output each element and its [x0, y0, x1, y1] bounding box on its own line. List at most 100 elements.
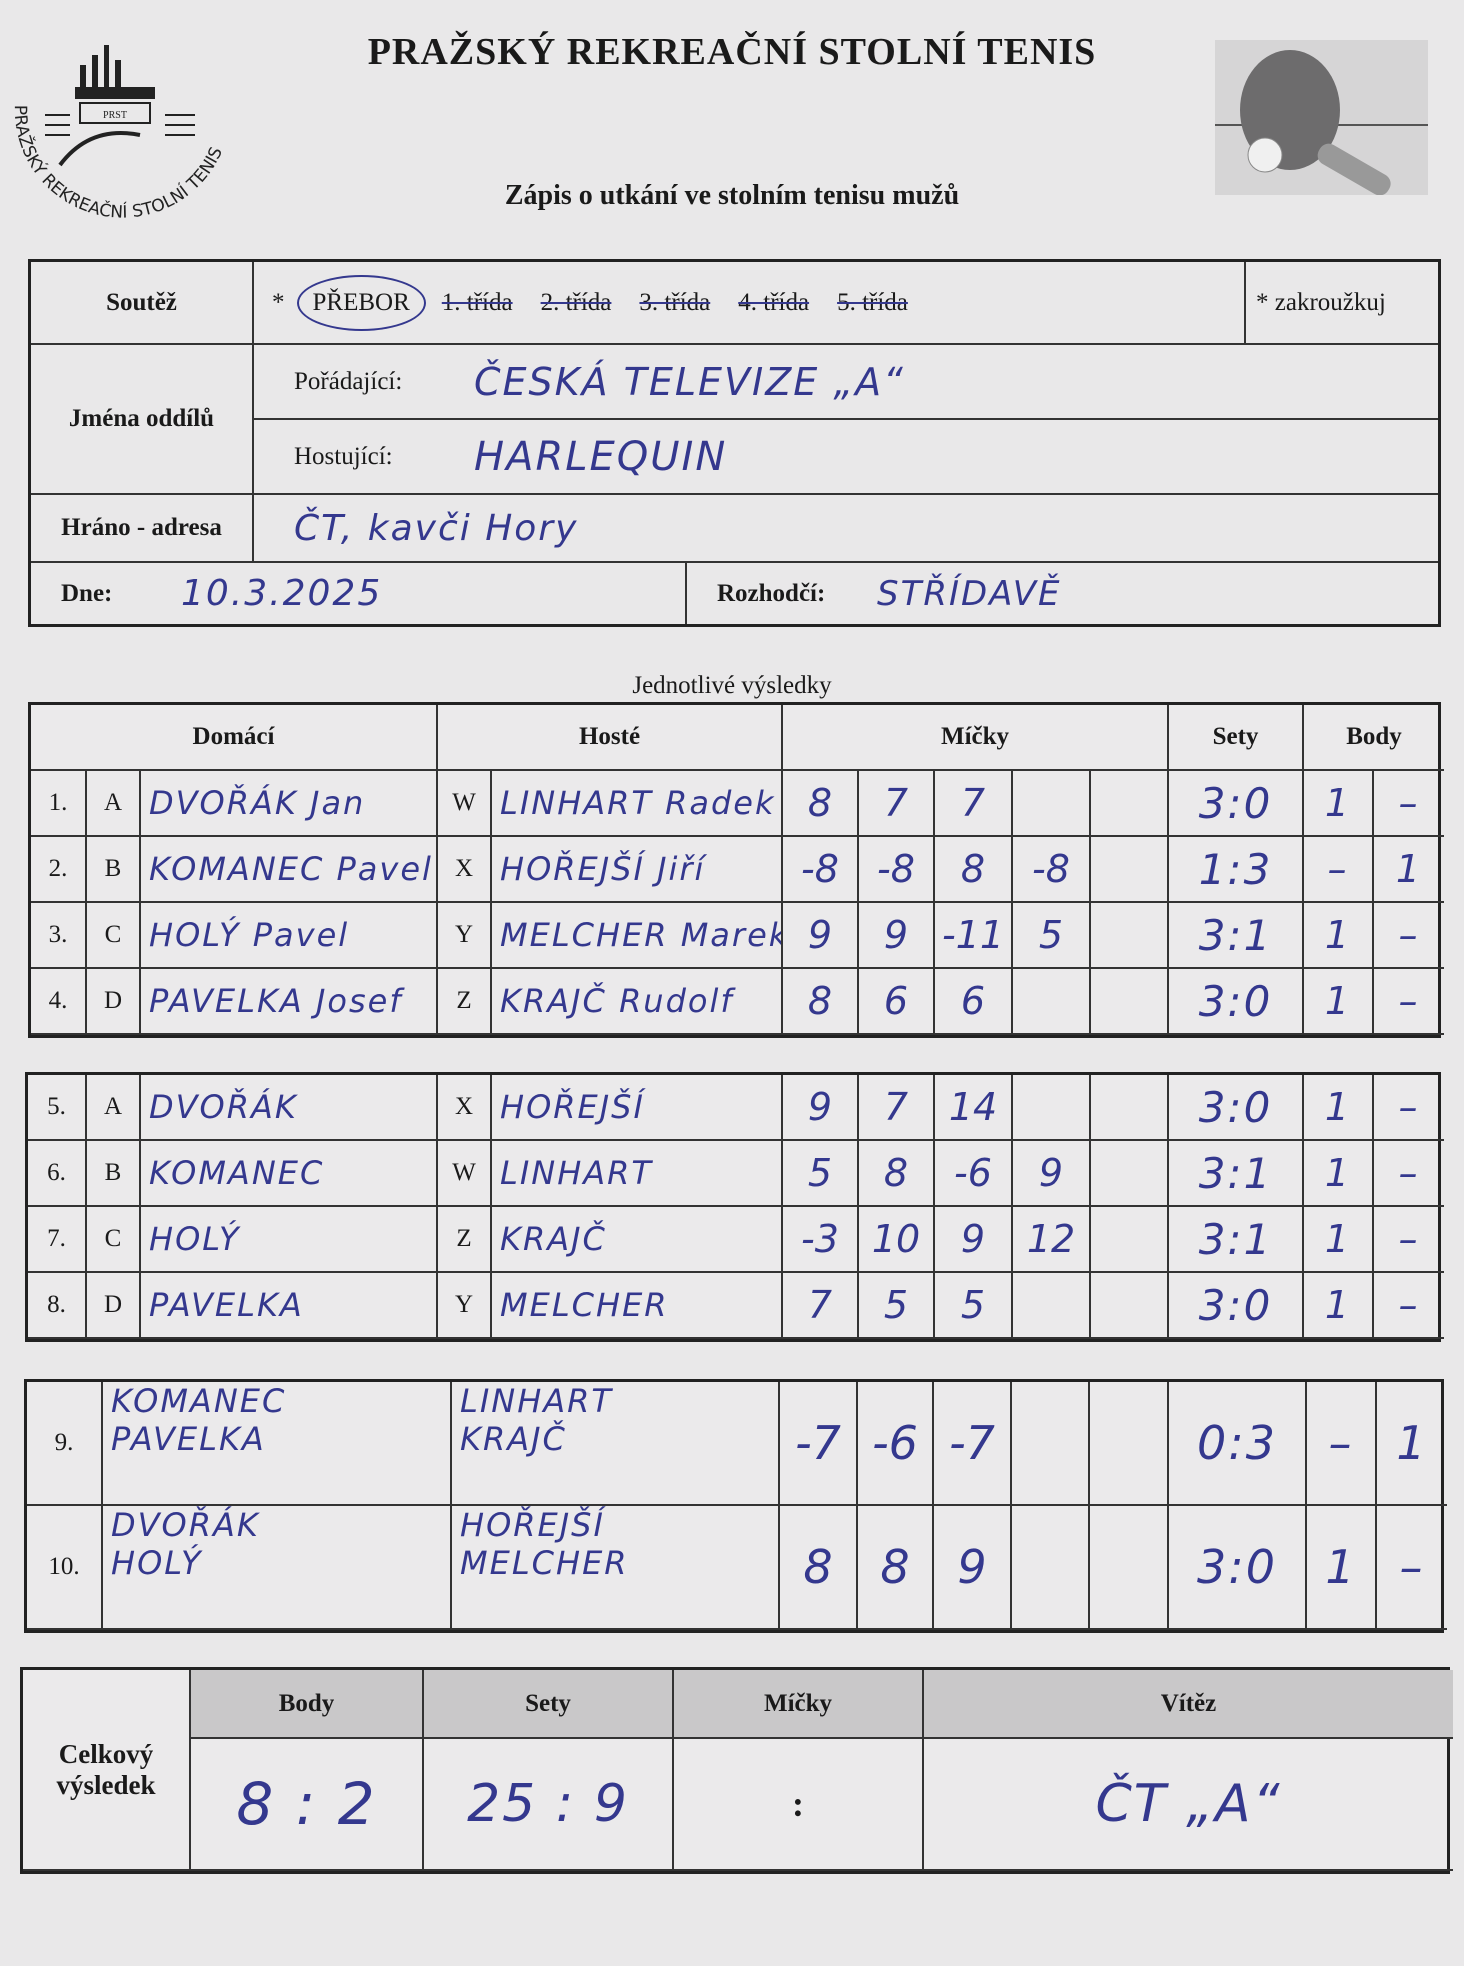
ball-score-set-1[interactable]: -8	[783, 837, 859, 903]
away-player-name[interactable]: HOŘEJŠÍ	[492, 1075, 783, 1141]
away-player-name[interactable]: LINHART Radek	[492, 771, 783, 837]
ball-score-set-3[interactable]: 8	[935, 837, 1013, 903]
home-player-name[interactable]: HOLÝ Pavel	[141, 903, 438, 969]
home-player-name[interactable]: KOMANEC	[141, 1141, 438, 1207]
home-pair-player-1[interactable]: DVOŘÁK	[111, 1506, 260, 1544]
ball-score-set-5[interactable]	[1091, 903, 1169, 969]
away-point[interactable]: –	[1374, 969, 1444, 1035]
ball-score-set-2[interactable]: -8	[859, 837, 935, 903]
ball-score-set-4[interactable]: 5	[1013, 903, 1091, 969]
class-1[interactable]: 1. třída	[441, 288, 513, 316]
summary-balls[interactable]: :	[674, 1739, 924, 1871]
ball-score-set-5[interactable]	[1090, 1382, 1169, 1506]
sets-result[interactable]: 3:1	[1169, 903, 1304, 969]
ball-score-set-5[interactable]	[1091, 837, 1169, 903]
ball-score-set-2[interactable]: 5	[859, 1273, 935, 1339]
sets-result[interactable]: 1:3	[1169, 837, 1304, 903]
sets-result[interactable]: 3:1	[1169, 1141, 1304, 1207]
ball-score-set-4[interactable]: 9	[1013, 1141, 1091, 1207]
ball-score-set-4[interactable]	[1013, 1273, 1091, 1339]
sets-result[interactable]: 3:0	[1169, 1075, 1304, 1141]
away-player-name[interactable]: MELCHER Marek	[492, 903, 783, 969]
away-pair-player-1[interactable]: LINHART	[460, 1382, 613, 1420]
home-point[interactable]: 1	[1304, 903, 1374, 969]
away-point[interactable]: –	[1374, 1207, 1444, 1273]
class-prebor-selected[interactable]: PŘEBOR	[296, 274, 426, 331]
away-point[interactable]: –	[1374, 903, 1444, 969]
home-point[interactable]: 1	[1304, 771, 1374, 837]
summary-sets[interactable]: 25 : 9	[424, 1739, 674, 1871]
home-player-name[interactable]: PAVELKA Josef	[141, 969, 438, 1035]
ball-score-set-1[interactable]: 9	[783, 1075, 859, 1141]
ball-score-set-4[interactable]	[1012, 1506, 1090, 1630]
ball-score-set-1[interactable]: 7	[783, 1273, 859, 1339]
home-pair-player-1[interactable]: KOMANEC	[111, 1382, 287, 1420]
ball-score-set-1[interactable]: 8	[780, 1506, 858, 1630]
ball-score-set-2[interactable]: 7	[859, 771, 935, 837]
away-point[interactable]: –	[1374, 771, 1444, 837]
sets-result[interactable]: 3:0	[1169, 1506, 1307, 1630]
home-point[interactable]: 1	[1304, 969, 1374, 1035]
ball-score-set-1[interactable]: 5	[783, 1141, 859, 1207]
away-player-name[interactable]: KRAJČ Rudolf	[492, 969, 783, 1035]
away-player-name[interactable]: HOŘEJŠÍ Jiří	[492, 837, 783, 903]
away-pair-player-1[interactable]: HOŘEJŠÍ	[460, 1506, 605, 1544]
ball-score-set-2[interactable]: 8	[859, 1141, 935, 1207]
away-point[interactable]: –	[1374, 1273, 1444, 1339]
ball-score-set-4[interactable]	[1012, 1382, 1090, 1506]
away-point[interactable]: –	[1374, 1141, 1444, 1207]
ball-score-set-2[interactable]: 9	[859, 903, 935, 969]
ball-score-set-2[interactable]: 7	[859, 1075, 935, 1141]
away-team-value[interactable]: HARLEQUIN	[474, 433, 728, 480]
referee-value[interactable]: STŘÍDAVĚ	[877, 573, 1062, 614]
class-3[interactable]: 3. třída	[639, 288, 711, 316]
ball-score-set-5[interactable]	[1091, 1273, 1169, 1339]
ball-score-set-2[interactable]: -6	[858, 1382, 934, 1506]
home-team-value[interactable]: ČESKÁ TELEVIZE „A“	[474, 359, 905, 404]
away-pair-player-2[interactable]: KRAJČ	[460, 1420, 567, 1458]
ball-score-set-4[interactable]	[1013, 1075, 1091, 1141]
home-point[interactable]: –	[1304, 837, 1374, 903]
address-value[interactable]: ČT, kavči Hory	[254, 495, 1438, 563]
ball-score-set-5[interactable]	[1090, 1506, 1169, 1630]
sets-result[interactable]: 3:1	[1169, 1207, 1304, 1273]
home-point[interactable]: 1	[1307, 1506, 1377, 1630]
ball-score-set-3[interactable]: 6	[935, 969, 1013, 1035]
ball-score-set-3[interactable]: -11	[935, 903, 1013, 969]
sets-result[interactable]: 3:0	[1169, 1273, 1304, 1339]
sets-result[interactable]: 3:0	[1169, 771, 1304, 837]
home-point[interactable]: 1	[1304, 1273, 1374, 1339]
home-point[interactable]: 1	[1304, 1075, 1374, 1141]
home-player-name[interactable]: HOLÝ	[141, 1207, 438, 1273]
ball-score-set-3[interactable]: 7	[935, 771, 1013, 837]
away-player-name[interactable]: KRAJČ	[492, 1207, 783, 1273]
home-pair-player-2[interactable]: PAVELKA	[111, 1420, 266, 1458]
class-2[interactable]: 2. třída	[540, 288, 612, 316]
home-pair-player-2[interactable]: HOLÝ	[111, 1544, 203, 1582]
ball-score-set-3[interactable]: -6	[935, 1141, 1013, 1207]
ball-score-set-5[interactable]	[1091, 771, 1169, 837]
ball-score-set-4[interactable]: 12	[1013, 1207, 1091, 1273]
ball-score-set-2[interactable]: 10	[859, 1207, 935, 1273]
home-point[interactable]: 1	[1304, 1207, 1374, 1273]
home-player-name[interactable]: DVOŘÁK	[141, 1075, 438, 1141]
ball-score-set-3[interactable]: -7	[934, 1382, 1012, 1506]
ball-score-set-1[interactable]: 8	[783, 969, 859, 1035]
home-point[interactable]: –	[1307, 1382, 1377, 1506]
ball-score-set-5[interactable]	[1091, 1075, 1169, 1141]
home-player-name[interactable]: KOMANEC Pavel	[141, 837, 438, 903]
sets-result[interactable]: 0:3	[1169, 1382, 1307, 1506]
ball-score-set-1[interactable]: 9	[783, 903, 859, 969]
away-pair-player-2[interactable]: MELCHER	[460, 1544, 629, 1582]
ball-score-set-3[interactable]: 9	[935, 1207, 1013, 1273]
ball-score-set-1[interactable]: 8	[783, 771, 859, 837]
ball-score-set-1[interactable]: -7	[780, 1382, 858, 1506]
ball-score-set-5[interactable]	[1091, 969, 1169, 1035]
away-player-name[interactable]: LINHART	[492, 1141, 783, 1207]
away-point[interactable]: 1	[1374, 837, 1444, 903]
summary-winner[interactable]: ČT „A“	[924, 1739, 1453, 1871]
class-5[interactable]: 5. třída	[837, 288, 908, 316]
sets-result[interactable]: 3:0	[1169, 969, 1304, 1035]
ball-score-set-4[interactable]: -8	[1013, 837, 1091, 903]
away-player-name[interactable]: MELCHER	[492, 1273, 783, 1339]
